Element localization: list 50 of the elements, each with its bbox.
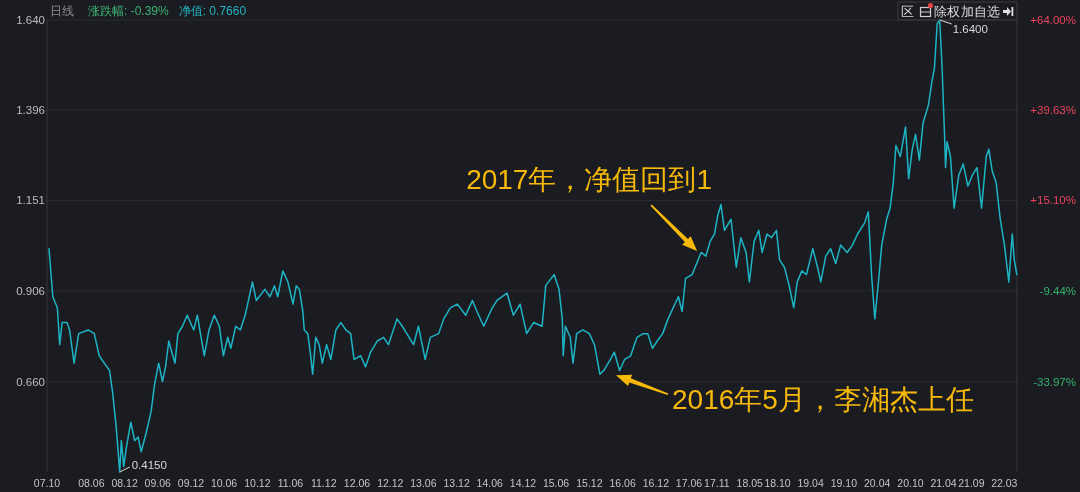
y-tick-label: 1.151 (16, 194, 45, 207)
header-label: 日线 (50, 4, 74, 18)
y2-tick-label: -9.44% (1039, 285, 1076, 297)
header-label: 涨跌幅: -0.39% (88, 4, 169, 18)
y-tick-label: 1.396 (16, 104, 45, 117)
y-tick-label: 1.640 (16, 14, 45, 26)
x-tick-label: 17.06 (675, 477, 703, 489)
x-tick-label: 14.12 (509, 477, 537, 489)
toolbar-label: 除权 (934, 4, 960, 19)
x-tick-label: 22.03 (991, 477, 1018, 489)
y2-tick-label: +15.10% (1030, 194, 1076, 207)
x-tick-label: 21.04 (930, 477, 957, 489)
x-tick-label: 11.06 (277, 477, 304, 489)
x-tick-label: 20.04 (864, 477, 891, 489)
x-tick-label: 15.12 (576, 477, 603, 489)
x-tick-label: 17.11 (704, 477, 730, 489)
x-tick-label: 16.12 (642, 477, 670, 489)
x-tick-label: 07.10 (33, 477, 61, 489)
x-tick-label: 20.10 (897, 477, 924, 489)
x-tick-label: 08.12 (111, 477, 138, 489)
y-tick-label: 0.906 (16, 284, 45, 297)
callout-label: 2016年5月，李湘杰上任 (672, 384, 974, 416)
x-tick-label: 08.06 (78, 477, 105, 489)
x-tick-label: 12.06 (343, 477, 371, 489)
x-tick-label: 13.12 (443, 477, 470, 489)
toolbar-label: 区 (901, 4, 914, 19)
x-tick-label: 10.12 (244, 477, 271, 489)
header-label: 净值: 0.7660 (178, 4, 247, 18)
x-tick-label: 09.12 (177, 477, 205, 489)
extreme-label: 1.6400 (952, 23, 988, 35)
extreme-label: 0.4150 (131, 459, 167, 471)
x-tick-label: 18.05 (736, 477, 763, 489)
x-tick-label: 14.06 (476, 477, 503, 489)
x-tick-label: 11.12 (311, 477, 337, 489)
x-tick-label: 16.06 (609, 477, 636, 489)
x-tick-label: 18.10 (764, 477, 791, 489)
y-tick-label: 0.660 (16, 375, 45, 388)
x-tick-label: 19.04 (797, 477, 824, 489)
x-tick-label: 10.06 (210, 477, 238, 489)
y2-tick-label: +39.63% (1030, 103, 1076, 116)
x-tick-label: 15.06 (542, 477, 570, 489)
x-tick-label: 09.06 (144, 477, 171, 489)
x-tick-label: 21.09 (958, 477, 985, 489)
y2-tick-label: +64.00% (1030, 14, 1076, 26)
toolbar-label: 加自选 (960, 4, 1000, 19)
x-tick-label: 12.12 (377, 477, 404, 489)
x-tick-label: 13.06 (410, 477, 437, 489)
y2-tick-label: -33.97% (1033, 375, 1076, 388)
callout-label: 2017年，净值回到1 (466, 164, 713, 196)
x-tick-label: 19.10 (830, 477, 858, 489)
